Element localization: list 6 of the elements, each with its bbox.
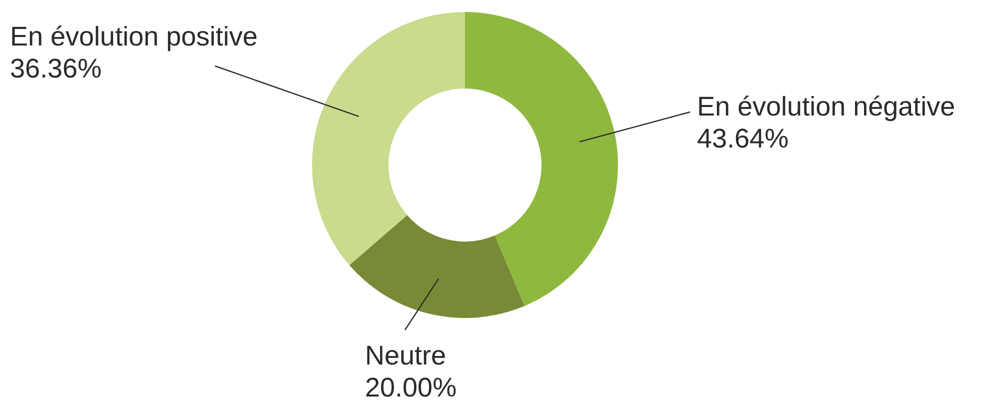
- slice-label: En évolution négative: [697, 91, 956, 122]
- slice-label: Neutre: [365, 340, 446, 370]
- data-label: 36.36%: [10, 53, 102, 84]
- slice-label: En évolution positive: [10, 21, 258, 52]
- data-label: 43.64%: [697, 123, 789, 154]
- data-label: 20.00%: [365, 372, 457, 402]
